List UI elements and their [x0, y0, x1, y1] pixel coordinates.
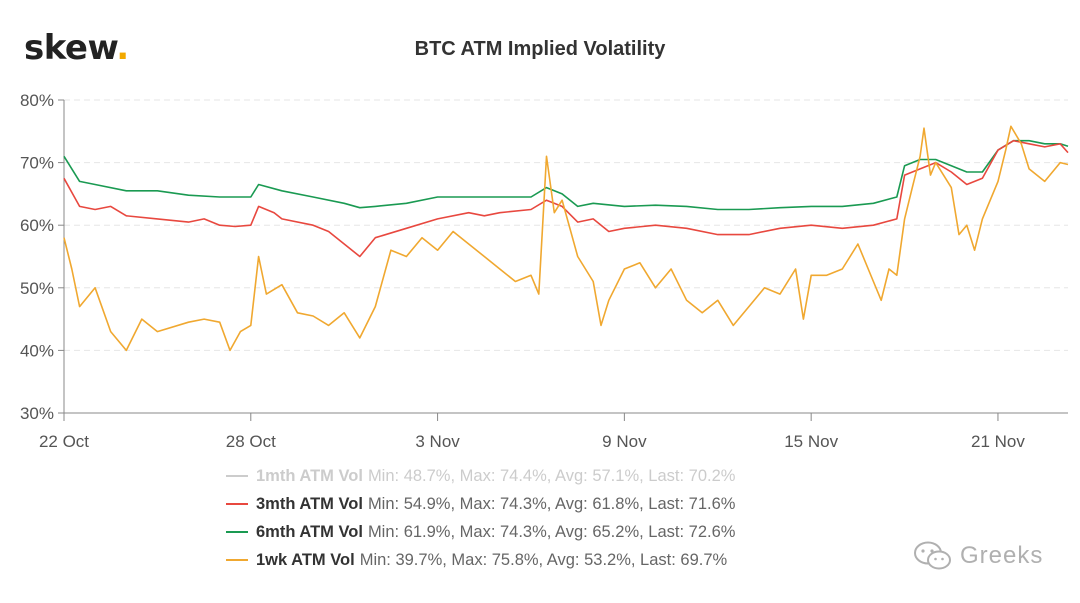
legend-item-3mth[interactable]: 3mth ATM Vol Min: 54.9%, Max: 74.3%, Avg:…	[226, 490, 735, 518]
series-lines	[63, 125, 1069, 352]
y-tick-label: 40%	[20, 341, 54, 360]
greeks-watermark: Greeks	[912, 540, 1043, 572]
chart-legend: 1mth ATM Vol Min: 48.7%, Max: 74.4%, Avg:…	[226, 462, 735, 574]
legend-series-stats: Min: 48.7%, Max: 74.4%, Avg: 57.1%, Last…	[367, 467, 736, 485]
legend-series-stats: Min: 54.9%, Max: 74.3%, Avg: 61.8%, Last…	[367, 495, 736, 513]
series-line-6mth	[63, 139, 1069, 211]
legend-series-name: 6mth ATM Vol	[256, 523, 363, 541]
legend-series-stats: Min: 39.7%, Max: 75.8%, Avg: 53.2%, Last…	[359, 551, 728, 569]
legend-series-name: 1mth ATM Vol	[256, 467, 363, 485]
axes	[58, 99, 1068, 421]
legend-item-1wk[interactable]: 1wk ATM Vol Min: 39.7%, Max: 75.8%, Avg: …	[226, 546, 735, 574]
series-line-3mth	[63, 139, 1069, 258]
y-tick-label: 50%	[20, 279, 54, 298]
wechat-icon	[914, 541, 951, 570]
legend-series-name: 3mth ATM Vol	[256, 495, 363, 513]
legend-swatch	[226, 559, 248, 561]
legend-item-6mth[interactable]: 6mth ATM Vol Min: 61.9%, Max: 74.3%, Avg:…	[226, 518, 735, 546]
grid-lines	[64, 99, 1068, 351]
tick-labels: 30% 40% 50% 60% 70% 80% 22 Oct 28 Oct 3 Nov 9 Nov…	[20, 91, 1025, 451]
legend-swatch	[226, 503, 248, 505]
x-tick-label: 3 Nov	[415, 432, 460, 451]
chart-title: BTC ATM Implied Volatility	[414, 38, 666, 60]
x-tick-label: 9 Nov	[602, 432, 647, 451]
legend-series-stats: Min: 61.9%, Max: 74.3%, Avg: 65.2%, Last…	[367, 523, 736, 541]
y-tick-label: 70%	[20, 154, 54, 173]
x-tick-label: 21 Nov	[971, 432, 1025, 451]
series-line-1wk	[63, 125, 1069, 352]
legend-swatch	[226, 531, 248, 533]
y-tick-label: 60%	[20, 216, 54, 235]
x-tick-label: 15 Nov	[784, 432, 838, 451]
volatility-chart: 30% 40% 50% 60% 70% 80% 22 Oct 28 Oct 3 Nov 9 Nov…	[20, 91, 1069, 451]
y-tick-label: 30%	[20, 404, 54, 423]
watermark-text: Greeks	[960, 542, 1044, 569]
legend-series-name: 1wk ATM Vol	[256, 551, 355, 569]
skew-logo: skew.	[24, 28, 129, 68]
x-tick-label: 22 Oct	[39, 432, 89, 451]
x-tick-label: 28 Oct	[226, 432, 276, 451]
legend-item-1mth[interactable]: 1mth ATM Vol Min: 48.7%, Max: 74.4%, Avg:…	[226, 462, 735, 490]
y-tick-label: 80%	[20, 91, 54, 110]
legend-swatch	[226, 475, 248, 477]
